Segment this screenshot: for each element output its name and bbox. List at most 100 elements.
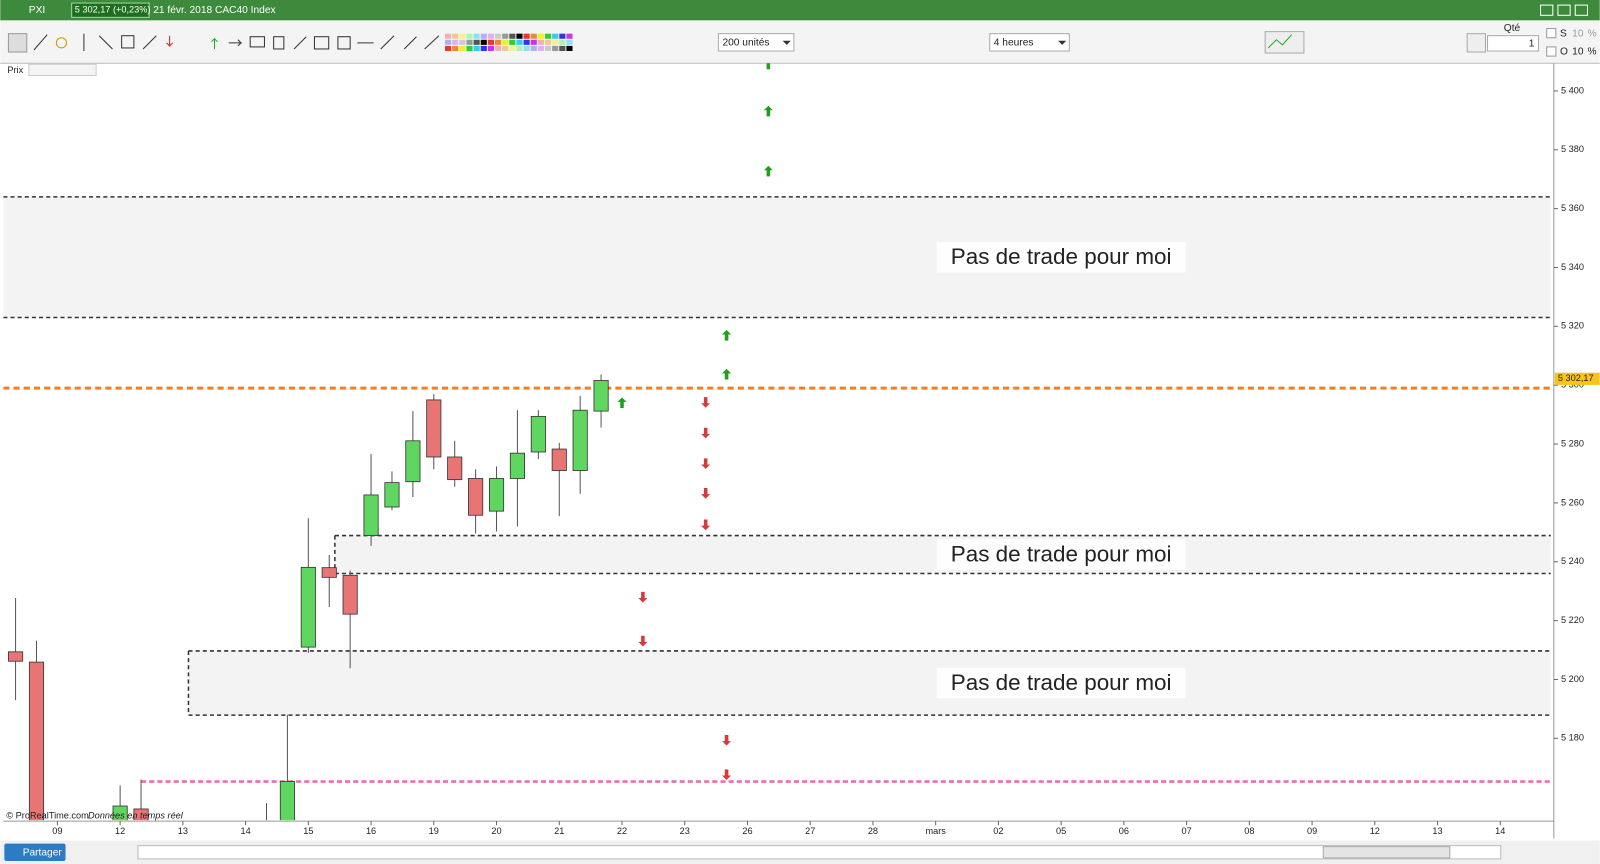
candle-body [509, 452, 525, 479]
share-button[interactable] [4, 843, 66, 861]
candle-body [593, 380, 609, 412]
candle-body [384, 482, 400, 508]
tool[interactable] [166, 35, 174, 48]
swatch [459, 45, 466, 52]
swatch [559, 45, 566, 52]
swatch [473, 33, 480, 39]
y-tick-label: 5 200 [1561, 674, 1584, 684]
swatch [466, 45, 473, 52]
tool[interactable] [55, 37, 68, 49]
qty-input[interactable] [1487, 35, 1540, 52]
tool[interactable] [249, 36, 265, 48]
symbol[interactable]: PXI [29, 5, 45, 16]
buy-arrow [616, 396, 628, 409]
indicator-icon [1267, 34, 1293, 49]
window-button[interactable] [1574, 4, 1589, 16]
candle-body [321, 567, 337, 578]
candle-body [572, 409, 588, 471]
tool[interactable] [313, 36, 330, 50]
swatch [552, 45, 559, 52]
tool[interactable] [380, 35, 395, 50]
y-tick-label: 5 320 [1561, 321, 1584, 331]
candle-body [488, 478, 505, 512]
scroll-thumb[interactable] [1322, 846, 1451, 859]
candle-body [300, 566, 316, 648]
buy-arrow [762, 105, 775, 117]
panel-tools[interactable] [28, 63, 97, 76]
swatch [530, 33, 537, 39]
scrollbar[interactable] [137, 845, 1502, 860]
quote-badge [71, 2, 150, 18]
swatch [502, 33, 509, 39]
s-value[interactable]: 10 [1572, 28, 1584, 39]
swatch [502, 39, 509, 45]
swatch [466, 39, 473, 45]
x-tick-label: 19 [429, 826, 439, 836]
zone-label-bg [936, 667, 1186, 699]
swatch [466, 33, 473, 39]
swatch [537, 45, 544, 52]
tool[interactable] [33, 34, 48, 51]
window-button[interactable] [1557, 4, 1571, 16]
s-checkbox[interactable] [1546, 28, 1557, 39]
zone-label-bg [936, 539, 1186, 570]
candle-body [28, 661, 45, 821]
no-trade-zone [188, 650, 1551, 716]
buy-arrow [762, 63, 775, 70]
x-tick-label: 21 [554, 826, 564, 836]
tool[interactable] [337, 36, 351, 50]
swatch [530, 39, 537, 45]
x-tick-label: 20 [491, 826, 501, 836]
swatch [537, 33, 544, 39]
x-tick-label: 14 [240, 826, 250, 836]
x-tick-label: mars [925, 826, 946, 836]
window-button[interactable] [1540, 4, 1554, 16]
tool[interactable] [211, 37, 218, 49]
timeframe-select[interactable] [989, 33, 1070, 52]
x-tick-label: 13 [178, 826, 188, 836]
swatch [445, 39, 452, 45]
tool[interactable] [98, 35, 113, 50]
sell-arrow [699, 487, 712, 500]
order-tool[interactable] [1466, 33, 1486, 53]
swatch [459, 39, 466, 45]
swatch [552, 39, 559, 45]
tool[interactable] [403, 36, 417, 50]
x-tick-label: 07 [1182, 826, 1192, 836]
swatch [544, 33, 552, 39]
dropdown-arrow [1058, 40, 1067, 45]
swatch [487, 39, 494, 45]
tool[interactable] [142, 35, 157, 50]
swatch [473, 45, 480, 52]
candle-body [405, 440, 421, 483]
swatch [452, 45, 459, 52]
units-select[interactable] [717, 33, 795, 52]
swatch [523, 33, 530, 39]
last-price-badge [1554, 372, 1600, 385]
candle-body [342, 574, 358, 615]
realtime-note: Données en temps réel [88, 810, 184, 820]
tool[interactable] [121, 35, 135, 49]
sell-arrow [720, 768, 733, 781]
x-tick-label: 22 [617, 826, 627, 836]
timeframe: 4 heures [994, 38, 1034, 49]
o-value[interactable]: 10 [1572, 47, 1584, 58]
x-tick-label: 15 [303, 826, 313, 836]
tool[interactable] [273, 36, 285, 50]
x-tick-label: 13 [1432, 826, 1442, 836]
y-tick-label: 5 340 [1561, 262, 1584, 272]
tool[interactable] [293, 36, 307, 50]
x-tick-label: 09 [52, 826, 62, 836]
swatch [559, 33, 566, 39]
sell-arrow [720, 734, 733, 747]
dropdown-arrow [782, 40, 791, 45]
candle-body [133, 808, 149, 821]
color-palette[interactable] [445, 33, 573, 52]
swatch [516, 33, 523, 39]
tool[interactable] [228, 39, 243, 47]
tool[interactable] [424, 35, 440, 50]
o-checkbox[interactable] [1546, 46, 1557, 57]
tool[interactable] [7, 33, 28, 53]
swatch [537, 39, 544, 45]
sell-arrow [699, 457, 712, 470]
